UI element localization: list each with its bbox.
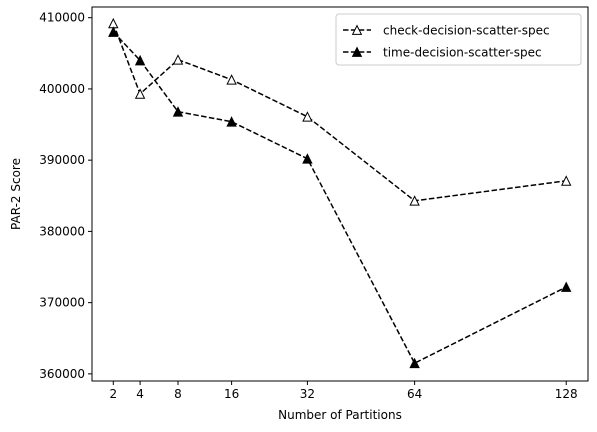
y-axis: 360000 370000 380000 390000 400000 410000 (39, 11, 92, 381)
x-tick-label: 4 (136, 387, 144, 401)
data-point-check (134, 88, 146, 99)
x-axis: 2 4 8 16 32 64 128 (109, 381, 578, 401)
y-tick-label: 370000 (39, 296, 85, 310)
x-axis-label: Number of Partitions (278, 408, 402, 422)
data-point-time (108, 26, 119, 37)
x-tick-label: 64 (407, 387, 422, 401)
data-point-check (226, 74, 237, 85)
x-tick-label: 2 (109, 387, 117, 401)
y-tick-label: 380000 (39, 224, 85, 238)
y-tick-label: 400000 (39, 82, 85, 96)
legend-entry-time: time-decision-scatter-spec (343, 46, 542, 60)
data-point-time (561, 281, 572, 292)
legend-label-time: time-decision-scatter-spec (383, 46, 542, 60)
y-tick-label: 410000 (39, 11, 85, 25)
x-tick-label: 32 (300, 387, 315, 401)
series-layer (108, 17, 572, 369)
data-point-check (172, 54, 184, 65)
x-tick-label: 128 (555, 387, 578, 401)
x-tick-label: 8 (174, 387, 182, 401)
data-point-check (302, 111, 313, 122)
data-point-time (302, 153, 313, 164)
legend-entry-check: check-decision-scatter-spec (343, 24, 550, 38)
legend-marker-time (351, 46, 363, 57)
legend-frame (335, 13, 582, 66)
series-line-time (112, 31, 567, 365)
legend-label-check: check-decision-scatter-spec (383, 24, 550, 38)
data-point-time (226, 116, 237, 127)
y-tick-label: 360000 (39, 367, 85, 381)
data-point-check (409, 195, 420, 206)
data-point-time (172, 106, 184, 117)
legend: check-decision-scatter-spec time-decisio… (335, 13, 582, 66)
legend-marker-check (351, 24, 363, 35)
x-tick-label: 16 (224, 387, 239, 401)
y-axis-label: PAR-2 Score (9, 158, 23, 230)
data-point-time (409, 357, 420, 369)
plot-frame (91, 6, 589, 382)
plot-area (91, 6, 589, 382)
y-tick-label: 390000 (39, 153, 85, 167)
data-point-time (134, 54, 146, 66)
data-point-check (561, 175, 572, 186)
